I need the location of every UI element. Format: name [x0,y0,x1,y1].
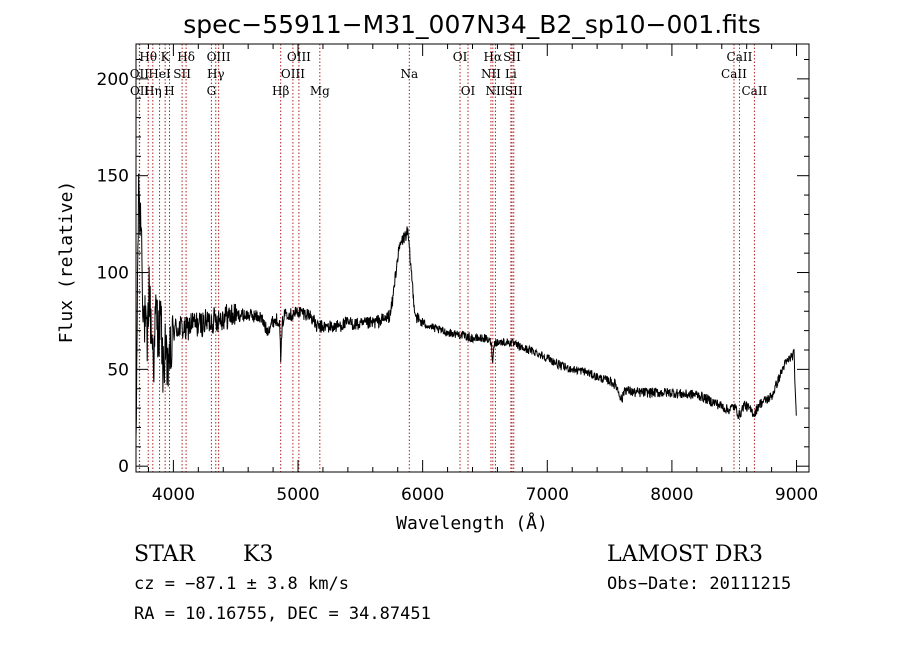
line-label: HeI [148,67,171,81]
line-label: SII [173,67,191,81]
x-tick-label: 9000 [775,485,818,505]
object-class: STAR [134,542,196,567]
y-tick-label: 0 [118,457,129,477]
line-label: NII [481,67,501,81]
line-label: Hδ [177,50,195,64]
y-tick-label: 100 [97,264,129,284]
line-label: OII [130,67,150,81]
coordinates: RA = 10.16755, DEC = 34.87451 [134,604,431,624]
line-label: Li [505,67,517,81]
line-label: OII [130,84,150,98]
line-label: NII [485,84,505,98]
line-label: SII [503,50,521,64]
x-tick-label: 8000 [650,485,693,505]
spectral-line-markers [138,44,755,472]
line-label: Hγ [207,67,225,81]
y-axis-ticks: 0 50 100 150 200 [97,58,809,477]
observation-date: Obs−Date: 20111215 [607,574,791,594]
x-tick-label: 6000 [401,485,444,505]
x-axis-label: Wavelength (Å) [396,512,548,534]
spectral-line-labels: Hθ OII OII K HeI Hη Hδ SII H OIII Hγ G OIII OIII Hβ Mg N… [130,50,768,98]
redshift-velocity: cz = −87.1 ± 3.8 km/s [134,574,349,594]
line-label: CaII [727,50,753,64]
survey-name: LAMOST DR3 [607,542,763,567]
x-tick-label: 5000 [276,485,319,505]
y-tick-label: 150 [97,167,129,187]
line-label: CaII [741,84,767,98]
y-axis-label: Flux (relative) [56,181,77,344]
chart-title: spec−55911−M31_007N34_B2_sp10−001.fits [183,10,761,39]
line-label: OIII [287,50,311,64]
y-tick-label: 200 [97,70,129,90]
line-label: Hβ [272,84,289,98]
line-label: Hα [484,50,503,64]
line-label: Mg [310,84,330,98]
line-label: Hη [144,84,162,98]
line-label: H [164,84,174,98]
line-label: Hθ [139,50,157,64]
line-label: Na [400,67,418,81]
line-label: OI [461,84,476,98]
line-label: SII [505,84,523,98]
object-subclass: K3 [243,542,273,567]
line-label: CaII [721,67,747,81]
flux-spectrum-line [135,173,797,439]
x-tick-label: 4000 [152,485,195,505]
y-tick-label: 50 [107,360,129,380]
line-label: K [161,50,171,64]
line-label: OI [453,50,468,64]
x-axis-ticks: 4000 5000 6000 7000 8000 9000 [147,44,818,505]
line-label: OIII [207,50,231,64]
line-label: OIII [281,67,305,81]
x-tick-label: 7000 [526,485,569,505]
line-label: G [207,84,217,98]
plot-frame [135,43,810,473]
